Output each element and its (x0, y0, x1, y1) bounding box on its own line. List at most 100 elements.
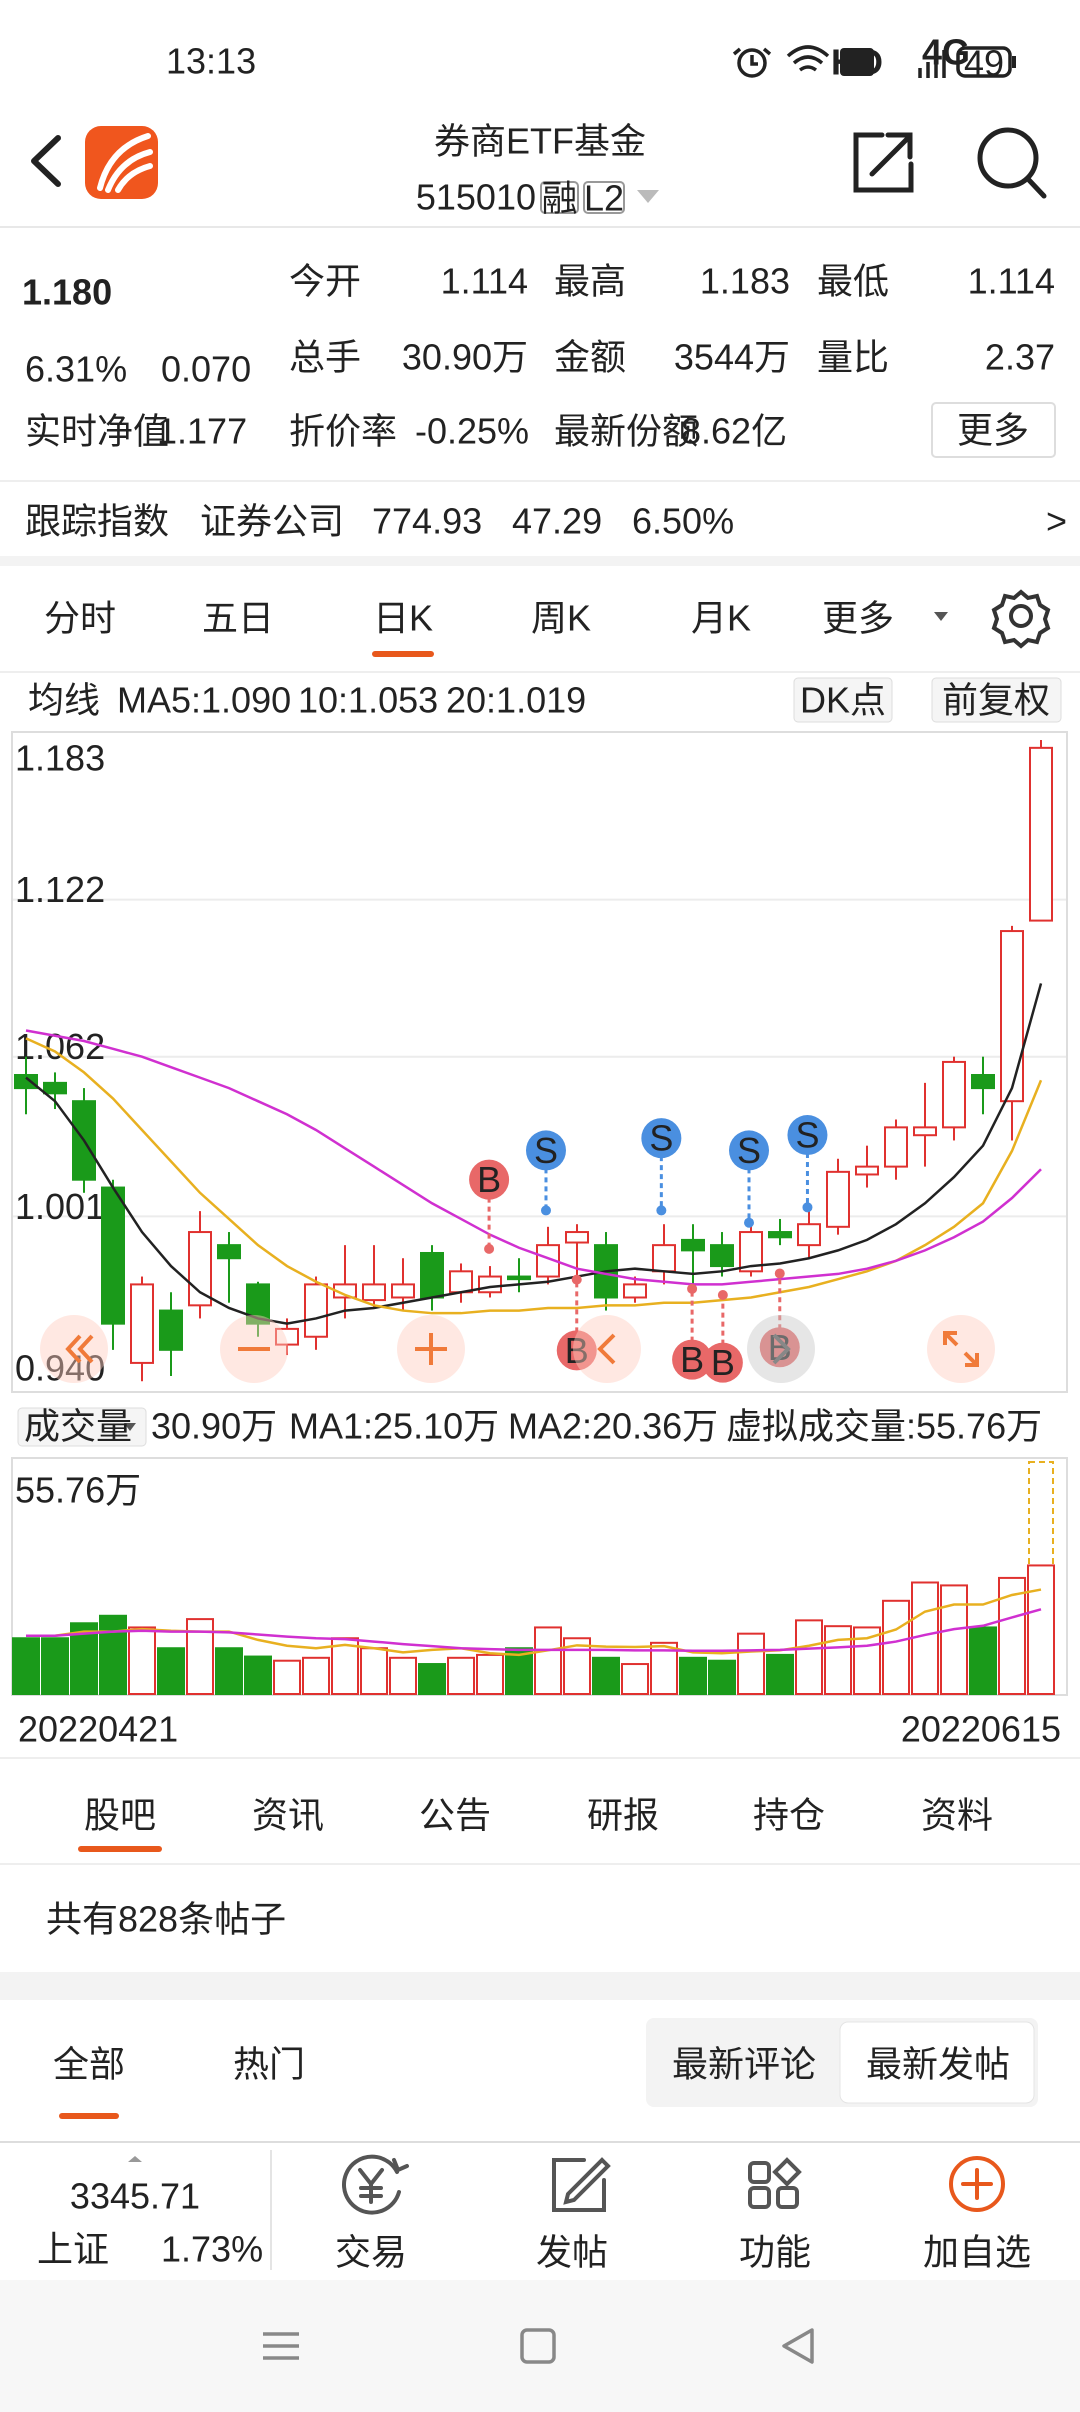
volume-bar (244, 1655, 272, 1696)
last-price: 1.180 (22, 272, 112, 313)
alarm-hands (732, 47, 772, 66)
action-label[interactable]: 交易 (335, 2232, 407, 2273)
next-button[interactable] (747, 1315, 815, 1383)
y-tick-label: 0.940 (15, 1348, 105, 1389)
volume-selector[interactable] (17, 1407, 147, 1447)
y-tick-label: 1.122 (15, 869, 105, 910)
expand-icon (943, 1331, 979, 1367)
filter-tab[interactable]: 全部 (53, 2044, 125, 2085)
signal-dot (802, 1202, 813, 1213)
candle-body (797, 1223, 821, 1247)
signal-badge (641, 1118, 682, 1159)
news-tab[interactable]: 持仓 (753, 1795, 825, 1836)
volume-bar (679, 1656, 707, 1695)
menu-button[interactable] (263, 2332, 299, 2360)
signal-badge (702, 1342, 743, 1383)
battery-icon (956, 46, 1012, 78)
candle-body (565, 1231, 589, 1244)
prev-button[interactable] (573, 1315, 641, 1383)
period-tab[interactable]: 日K (373, 598, 433, 639)
scroll-left-button[interactable] (40, 1315, 108, 1383)
volume-plot: 55.76万 (12, 1461, 1055, 1696)
candle-body (391, 1283, 415, 1299)
news-tab[interactable]: 资料 (921, 1795, 993, 1836)
candle-body (768, 1231, 792, 1239)
back-nav-button[interactable] (782, 2328, 814, 2364)
candle-body (362, 1283, 386, 1302)
share-button[interactable] (853, 132, 914, 193)
badge-box (583, 181, 625, 214)
action-label[interactable]: 加自选 (923, 2232, 1031, 2273)
yuan-icon (358, 2158, 409, 2204)
moving-average (25, 1037, 1043, 1315)
right-icon (772, 1333, 791, 1365)
signal-label: S (795, 1115, 819, 1156)
dk-button[interactable] (793, 677, 893, 723)
action-icons (342, 2154, 1005, 2215)
candle-body (710, 1244, 734, 1268)
badge: L2 (584, 178, 624, 219)
signal-icon (918, 50, 946, 78)
signal-label: S (737, 1130, 761, 1171)
chart-controls (40, 1315, 995, 1383)
news-tab[interactable]: 公告 (419, 1795, 491, 1836)
signal-dot (571, 1274, 582, 1285)
period-tab[interactable]: 分时 (44, 598, 116, 639)
tracking-name: 证券公司 (200, 501, 344, 542)
action-label[interactable]: 功能 (739, 2232, 811, 2273)
quote-label: 量比 (817, 337, 889, 378)
volume-bar (41, 1637, 69, 1696)
badge-box (540, 181, 579, 214)
home-button[interactable] (520, 2328, 556, 2364)
y-tick-label: 1.001 (15, 1186, 105, 1227)
sort-button[interactable]: 最新发帖 (866, 2044, 1010, 2085)
x-tick-label: 20220615 (901, 1709, 1061, 1750)
news-tab[interactable]: 资讯 (252, 1795, 324, 1836)
candle-body (942, 1060, 966, 1129)
signal-dot (687, 1283, 698, 1294)
legend-label: 均线 (28, 680, 100, 721)
chart-button: DK点 (800, 680, 886, 721)
candle-body (449, 1270, 473, 1294)
sort-button[interactable]: 最新评论 (672, 2044, 816, 2085)
index-pct: 1.73% (161, 2229, 263, 2270)
more-button[interactable] (931, 402, 1056, 458)
legend-item: 10:1.053 (298, 680, 438, 721)
nav-label: 实时净值 (25, 411, 169, 452)
battery-level: 49 (964, 43, 1004, 84)
shares-label: 最新份额 (554, 411, 698, 452)
volume-bar (273, 1659, 301, 1695)
search-circle (977, 127, 1039, 189)
quote-value: 1.114 (968, 261, 1055, 302)
volume-bar (215, 1647, 243, 1695)
signal-badge (525, 1130, 566, 1171)
filter-tab[interactable]: 热门 (233, 2044, 305, 2085)
tracking-value: 774.93 (372, 501, 482, 542)
search-button[interactable] (977, 127, 1047, 199)
change-pct: 6.31% (25, 349, 127, 390)
news-tab[interactable]: 股吧 (84, 1795, 156, 1836)
period-tab[interactable]: 五日 (202, 598, 274, 639)
adjust-button[interactable] (931, 677, 1062, 723)
volume-bar (708, 1659, 736, 1695)
action-label[interactable]: 发帖 (536, 2232, 608, 2273)
candle-body (43, 1081, 67, 1095)
back-button[interactable] (31, 135, 61, 187)
quote-value: 2.37 (985, 337, 1055, 378)
legend-item: 30.90万 (151, 1406, 277, 1447)
candle-body (217, 1244, 241, 1260)
news-tab[interactable]: 研报 (587, 1795, 659, 1836)
quote-value: 30.90万 (402, 337, 528, 378)
period-tab[interactable]: 周K (531, 598, 591, 639)
y-tick-label: 55.76万 (15, 1470, 141, 1511)
period-tab[interactable]: 月K (691, 598, 751, 639)
signal-dot (717, 1289, 728, 1300)
fullscreen-button[interactable] (927, 1315, 995, 1383)
settings-button[interactable] (991, 589, 1051, 649)
quote-label: 金额 (554, 337, 626, 378)
candle-body (913, 1126, 937, 1137)
period-tab[interactable]: 更多 (822, 598, 894, 639)
